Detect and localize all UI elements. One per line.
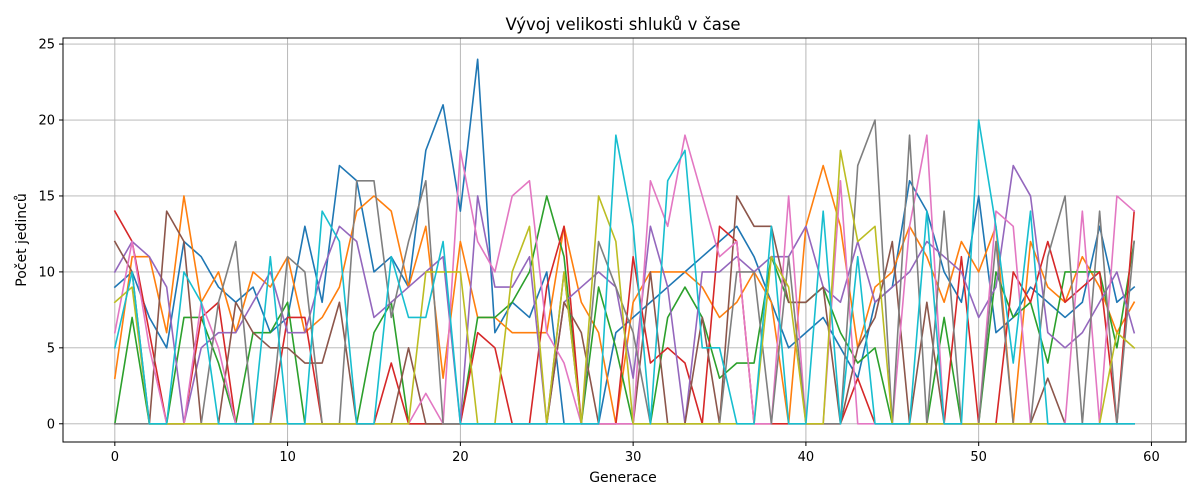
series-group: [113, 58, 1136, 425]
y-axis-label: Počet jedinců: [14, 193, 30, 286]
series-line-2: [113, 164, 1136, 425]
x-axis-label: Generace: [589, 470, 657, 486]
x-tick-label: 10: [279, 450, 296, 465]
x-tick-label: 30: [625, 450, 642, 465]
y-tick-label: 20: [38, 114, 55, 129]
y-tick-label: 10: [38, 265, 55, 280]
x-tick-label: 60: [1143, 450, 1160, 465]
x-tick-label: 50: [970, 450, 987, 465]
y-tick-label: 15: [38, 189, 55, 204]
plot-frame: [62, 37, 1187, 443]
series-line-9: [113, 149, 1136, 425]
series-line-1: [113, 58, 1136, 425]
x-tick-label: 0: [111, 450, 119, 465]
y-tick-label: 5: [47, 341, 55, 356]
y-tick-label: 0: [47, 417, 55, 432]
x-tick-label: 40: [798, 450, 815, 465]
series-line-10: [113, 119, 1135, 425]
y-tick-label: 25: [38, 38, 55, 53]
axis-ticks: 0 10 20 30 40 50 60 0 5 10 15 20 25: [38, 38, 1159, 465]
chart-title: Vývoj velikosti shluků v čase: [505, 15, 740, 34]
x-tick-label: 20: [452, 450, 469, 465]
